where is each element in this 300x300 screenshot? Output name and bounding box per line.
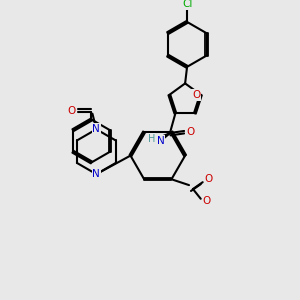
Text: Cl: Cl — [182, 0, 192, 9]
Text: H: H — [148, 134, 156, 144]
Text: O: O — [192, 90, 200, 100]
Text: O: O — [186, 127, 194, 137]
Text: N: N — [157, 136, 165, 146]
Text: N: N — [92, 169, 100, 179]
Text: O: O — [204, 174, 213, 184]
Text: N: N — [92, 124, 100, 134]
Text: O: O — [202, 196, 211, 206]
Text: O: O — [68, 106, 76, 116]
